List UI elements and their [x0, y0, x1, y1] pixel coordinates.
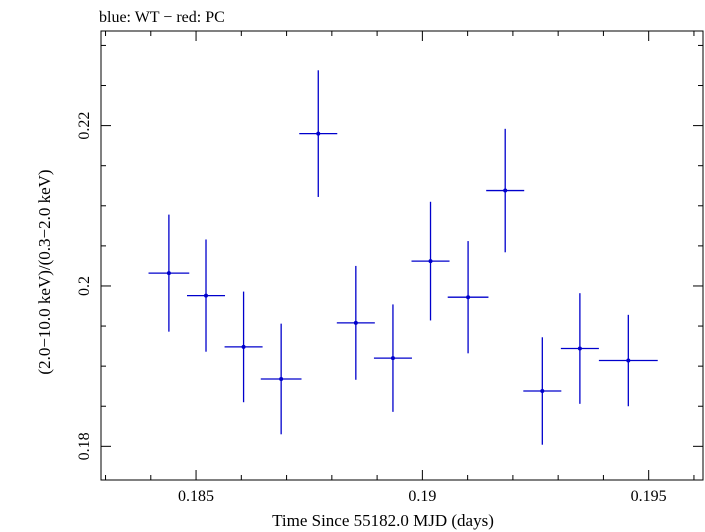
data-point [299, 70, 338, 197]
y-axis-label: (2.0−10.0 keV)/(0.3−2.0 keV) [35, 169, 54, 374]
axis-tick-labels: 0.185 0.19 0.195 0.18 0.2 0.22 [76, 112, 667, 505]
chart-title: blue: WT − red: PC [99, 9, 225, 26]
data-point [486, 128, 525, 253]
x-axis-label: Time Since 55182.0 MJD (days) [272, 511, 494, 530]
x-tick-label: 0.195 [631, 488, 667, 505]
point-marker [316, 131, 321, 136]
data-point [560, 293, 599, 404]
data-point [224, 291, 263, 403]
data-point [523, 337, 562, 445]
y-tick-label: 0.2 [76, 276, 93, 296]
plot-frame [100, 30, 704, 481]
point-marker [390, 356, 395, 361]
point-marker [353, 320, 358, 325]
point-marker [626, 358, 631, 363]
point-marker [577, 346, 582, 351]
data-point [411, 201, 450, 321]
point-marker [466, 295, 471, 300]
point-marker [503, 188, 508, 193]
x-tick-label: 0.185 [178, 488, 214, 505]
point-marker [540, 389, 545, 394]
y-tick-label: 0.18 [76, 432, 93, 460]
data-point [598, 314, 658, 407]
x-tick-label: 0.19 [408, 488, 436, 505]
point-marker [204, 293, 209, 298]
axis-ticks [101, 31, 703, 480]
data-point [260, 323, 302, 435]
point-marker [428, 259, 433, 264]
data-point [336, 265, 375, 380]
data-point [447, 241, 489, 354]
data-point [187, 239, 226, 352]
point-marker [241, 344, 246, 349]
point-marker [279, 376, 284, 381]
data-point [148, 214, 190, 332]
point-marker [166, 271, 171, 276]
data-points [148, 70, 658, 445]
data-point [373, 304, 412, 412]
y-tick-label: 0.22 [76, 112, 93, 140]
